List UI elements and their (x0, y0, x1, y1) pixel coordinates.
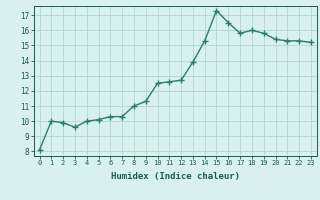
X-axis label: Humidex (Indice chaleur): Humidex (Indice chaleur) (111, 172, 240, 181)
